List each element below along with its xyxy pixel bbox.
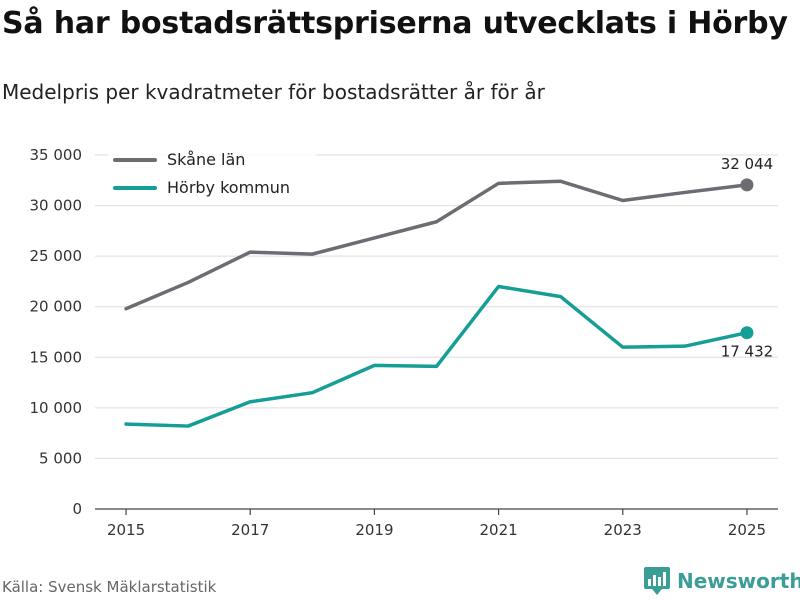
- x-tick-label: 2015: [107, 521, 145, 539]
- y-tick-label: 0: [72, 500, 82, 518]
- y-tick-label: 20 000: [30, 298, 83, 316]
- line-chart: 0 5 000 10 000 15 000 20 000 25 000 30 000 35 0…: [30, 146, 778, 539]
- end-point-marker: [740, 178, 754, 192]
- source-note: Källa: Svensk Mäklarstatistik: [2, 578, 217, 596]
- end-point-marker: [740, 326, 754, 340]
- x-tick-label: 2019: [355, 521, 393, 539]
- series-layer: 32 044 17 432: [124, 155, 774, 428]
- x-tick-label: 2021: [479, 521, 517, 539]
- y-tick-label: 10 000: [30, 399, 83, 417]
- end-value-label: 32 044: [721, 155, 774, 173]
- x-tick-label: 2017: [231, 521, 269, 539]
- x-tick-label: 2023: [604, 521, 642, 539]
- legend-label: Hörby kommun: [167, 178, 290, 197]
- x-tick-label: 2025: [728, 521, 766, 539]
- legend-background: [108, 146, 316, 204]
- legend-label: Skåne län: [167, 150, 245, 169]
- grid-layer: [95, 154, 778, 510]
- axis-layer: 0 5 000 10 000 15 000 20 000 25 000 30 000 35 0…: [30, 146, 767, 539]
- series-line-horby: [124, 284, 749, 428]
- legend: Skåne län Hörby kommun: [108, 146, 316, 204]
- brand-name: Newsworthy: [677, 569, 800, 593]
- end-value-label: 17 432: [721, 343, 774, 361]
- brand-logo: Newsworthy: [643, 566, 800, 596]
- chart-subtitle: Medelpris per kvadratmeter för bostadsrä…: [2, 80, 545, 104]
- y-tick-label: 5 000: [39, 449, 82, 467]
- y-tick-label: 35 000: [30, 146, 83, 164]
- chart-title: Så har bostadsrättspriserna utvecklats i…: [2, 6, 788, 41]
- newsworthy-logo-icon: [644, 567, 670, 595]
- y-tick-label: 30 000: [30, 197, 83, 215]
- y-tick-label: 25 000: [30, 247, 83, 265]
- y-tick-label: 15 000: [30, 348, 83, 366]
